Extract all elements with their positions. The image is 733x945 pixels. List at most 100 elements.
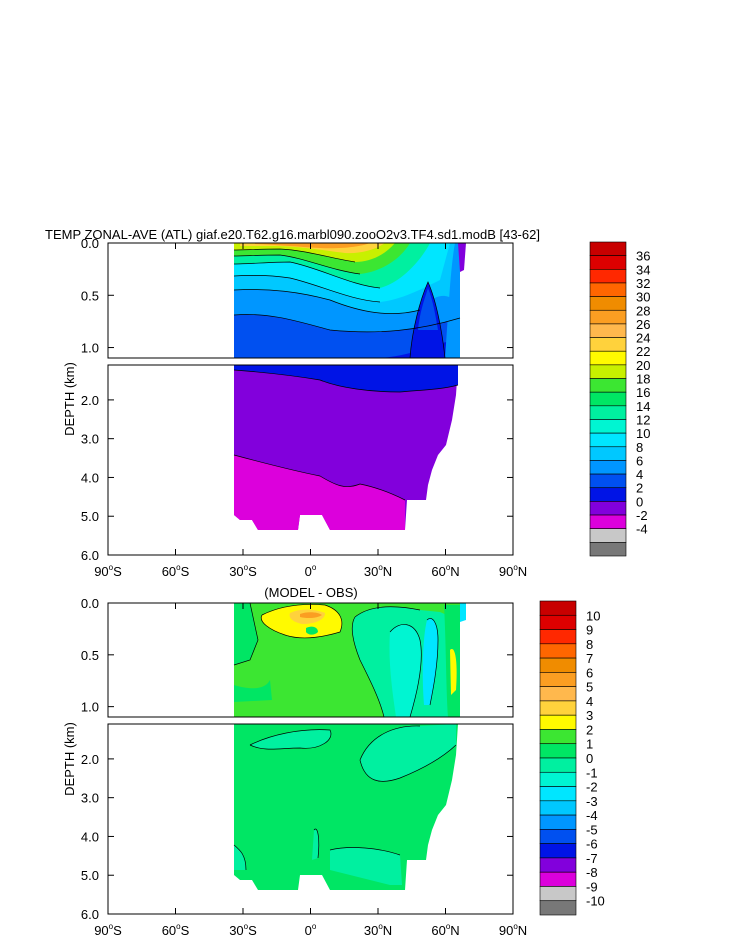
colorbar-label: 14 — [636, 399, 650, 414]
colorbar-swatch — [589, 432, 627, 448]
y-tick-label: 0.5 — [81, 288, 99, 303]
colorbar-label: -2 — [586, 780, 598, 795]
x-tick-label: 60oS — [162, 563, 190, 579]
x-tick-label: 90oS — [94, 563, 122, 579]
colorbar-swatch — [589, 364, 627, 379]
x-tick-label: 30oS — [229, 922, 257, 938]
y-tick-label: 6.0 — [81, 548, 99, 563]
colorbar-swatch — [589, 405, 627, 420]
colorbar-swatch — [589, 542, 627, 557]
colorbar-label: 6 — [586, 665, 593, 680]
colorbar-swatch — [589, 391, 627, 407]
colorbar-label: -3 — [586, 794, 598, 809]
colorbar-label: -4 — [636, 522, 648, 537]
colorbar-label: 9 — [586, 623, 593, 638]
colorbar-swatch — [589, 255, 627, 270]
colorbar-label: 7 — [586, 651, 593, 666]
colorbar-swatch — [589, 446, 627, 461]
colorbar-swatch — [539, 786, 577, 802]
colorbar-swatch — [539, 871, 577, 887]
colorbar-label: 34 — [636, 262, 650, 277]
colorbar-label: 28 — [636, 303, 650, 318]
colorbar-label: -4 — [586, 808, 598, 823]
diff-ticks: 90oS 60oS 30oS 0o 30oN 60oN 90oN 0.0 0.5 1.0 2.0 3.… — [81, 596, 527, 938]
y-tick-label: 4.0 — [81, 829, 99, 844]
colorbar-swatch — [589, 473, 627, 489]
colorbar-label: -2 — [636, 508, 648, 523]
colorbar-swatch — [539, 657, 577, 673]
colorbar-label: 32 — [636, 276, 650, 291]
y-tick-label: 2.0 — [81, 752, 99, 767]
colorbar-label: 20 — [636, 358, 650, 373]
y-tick-label: 3.0 — [81, 432, 99, 447]
colorbar-label: 0 — [636, 494, 643, 509]
colorbar-swatch — [589, 269, 627, 284]
colorbar-swatch — [539, 600, 577, 616]
y-tick-label: 0.5 — [81, 648, 99, 663]
diff-field-upper — [233, 603, 466, 717]
y-tick-label: 4.0 — [81, 470, 99, 485]
colorbar-label: 8 — [586, 637, 593, 652]
colorbar-label: 24 — [636, 331, 650, 346]
colorbar-label: -10 — [586, 894, 605, 909]
x-tick-label: 0o — [305, 563, 317, 579]
colorbar-swatch — [539, 629, 577, 645]
y-tick-label: 3.0 — [81, 791, 99, 806]
colorbar-label: 0 — [586, 751, 593, 766]
y-tick-label: 1.0 — [81, 700, 99, 715]
colorbar-swatch — [589, 514, 627, 529]
colorbar-swatch — [539, 714, 577, 730]
x-tick-label: 60oN — [431, 922, 459, 938]
colorbar-swatch — [589, 296, 627, 311]
x-tick-label: 90oS — [94, 922, 122, 938]
colorbar-swatch — [539, 643, 577, 659]
chart-title-temp: TEMP ZONAL-AVE (ATL) giaf.e20.T62.g16.ma… — [45, 227, 540, 242]
x-tick-label: 0o — [305, 922, 317, 938]
colorbar-swatch — [589, 460, 627, 475]
colorbar-swatch — [589, 487, 627, 502]
colorbar-swatch — [539, 743, 577, 759]
colorbar-label: 26 — [636, 317, 650, 332]
colorbar-label: 2 — [586, 722, 593, 737]
colorbar-swatch — [589, 501, 627, 516]
colorbar-label: 22 — [636, 344, 650, 359]
colorbar-label: 5 — [586, 680, 593, 695]
x-tick-label: 90oN — [499, 922, 527, 938]
y-tick-label: 5.0 — [81, 509, 99, 524]
x-tick-label: 30oS — [229, 563, 257, 579]
colorbar-label: 6 — [636, 453, 643, 468]
colorbar-label: 10 — [636, 426, 650, 441]
diff-field-lower — [233, 724, 458, 890]
y-tick-label: 2.0 — [81, 393, 99, 408]
temp-field-upper — [233, 243, 466, 358]
x-tick-label: 30oN — [364, 922, 392, 938]
y-tick-label: 0.0 — [81, 596, 99, 611]
colorbar-label: 3 — [586, 708, 593, 723]
colorbar-swatch — [539, 900, 577, 916]
colorbar-swatch — [589, 337, 627, 352]
temp-ylabel: DEPTH (km) — [62, 362, 77, 436]
colorbar-swatch — [539, 729, 577, 745]
colorbar-swatch — [589, 309, 627, 325]
colorbar-label: -5 — [586, 822, 598, 837]
colorbar-label: 4 — [636, 467, 643, 482]
y-tick-label: 0.0 — [81, 236, 99, 251]
colorbar-label: 36 — [636, 249, 650, 264]
colorbar-swatch — [589, 282, 627, 297]
colorbar-label: -6 — [586, 837, 598, 852]
colorbar-swatch — [539, 857, 577, 873]
colorbar-swatch — [589, 350, 627, 366]
colorbar-label: 4 — [586, 694, 593, 709]
colorbar-swatch — [539, 757, 577, 773]
chart-title-diff: (MODEL - OBS) — [264, 585, 357, 600]
colorbar-swatch — [539, 771, 577, 787]
colorbar-swatch — [539, 814, 577, 830]
colorbar-label: 1 — [586, 737, 593, 752]
colorbar-label: -7 — [586, 851, 598, 866]
colorbar-swatch — [589, 419, 627, 434]
y-tick-label: 6.0 — [81, 907, 99, 922]
colorbar-swatch — [589, 378, 627, 393]
